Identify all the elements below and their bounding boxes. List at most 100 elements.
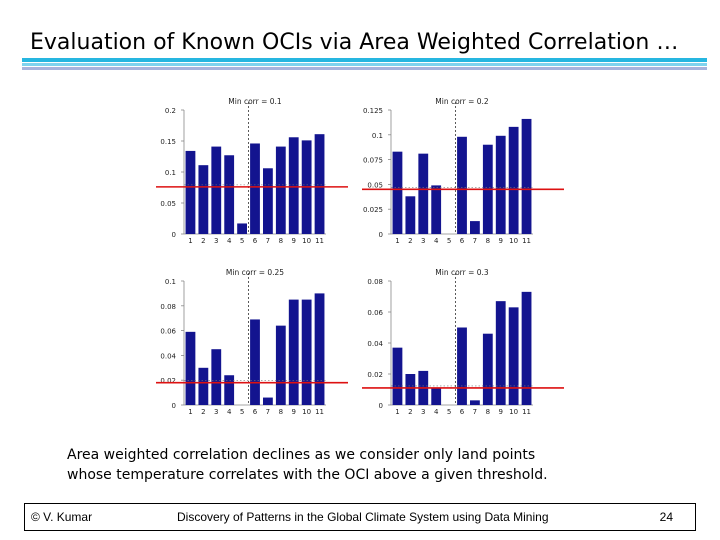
- chart-title: Min corr = 0.1: [228, 97, 282, 106]
- y-tick-label: 0.1: [165, 169, 176, 177]
- bar: [250, 143, 260, 234]
- x-tick-label: 7: [266, 408, 270, 416]
- bar: [211, 146, 222, 234]
- y-tick-label: 0: [379, 402, 383, 410]
- bar: [431, 185, 442, 234]
- bar: [314, 293, 325, 405]
- y-tick-label: 0.025: [363, 206, 383, 214]
- bar: [405, 374, 416, 405]
- x-tick-label: 9: [291, 408, 295, 416]
- x-tick-label: 5: [240, 408, 244, 416]
- x-tick-label: 1: [395, 237, 399, 245]
- y-tick-label: 0.075: [363, 157, 383, 165]
- bar: [237, 223, 247, 234]
- y-tick-label: 0.06: [367, 309, 383, 317]
- x-tick-label: 4: [227, 408, 232, 416]
- x-tick-label: 4: [227, 237, 232, 245]
- x-tick-label: 7: [473, 237, 477, 245]
- y-tick-label: 0.04: [160, 352, 176, 360]
- bar: [482, 333, 493, 405]
- x-tick-label: 9: [498, 408, 502, 416]
- x-tick-label: 5: [447, 408, 451, 416]
- caption: Area weighted correlation declines as we…: [67, 445, 627, 485]
- x-tick-label: 7: [473, 408, 477, 416]
- x-tick-label: 6: [253, 408, 258, 416]
- bar: [418, 153, 429, 234]
- chart-title: Min corr = 0.25: [226, 268, 284, 277]
- x-tick-label: 11: [522, 408, 531, 416]
- y-tick-label: 0.08: [367, 278, 383, 286]
- bar: [211, 349, 222, 405]
- bar: [470, 400, 480, 405]
- x-tick-label: 5: [240, 237, 244, 245]
- x-tick-label: 9: [498, 237, 502, 245]
- title-rule-cyan: [22, 58, 707, 62]
- x-tick-label: 5: [447, 237, 451, 245]
- y-tick-label: 0.15: [160, 138, 176, 146]
- chart-title: Min corr = 0.3: [435, 268, 489, 277]
- bar: [521, 291, 532, 405]
- x-tick-label: 10: [302, 237, 311, 245]
- x-tick-label: 3: [214, 237, 218, 245]
- y-tick-label: 0.02: [367, 371, 383, 379]
- bar: [224, 375, 235, 405]
- x-tick-label: 2: [408, 237, 412, 245]
- slide-title: Evaluation of Known OCIs via Area Weight…: [30, 30, 679, 55]
- y-tick-label: 0.06: [160, 328, 176, 336]
- bar: [392, 151, 403, 234]
- bar: [263, 397, 273, 405]
- bar: [224, 155, 235, 234]
- bar: [508, 307, 519, 405]
- bar: [198, 367, 209, 405]
- bar: [495, 135, 506, 234]
- y-tick-label: 0.05: [367, 181, 383, 189]
- footer-course: Discovery of Patterns in the Global Clim…: [177, 510, 549, 524]
- bar: [275, 325, 286, 405]
- bar: [275, 146, 286, 234]
- y-tick-label: 0.08: [160, 303, 176, 311]
- bar: [431, 387, 442, 405]
- x-tick-label: 1: [188, 408, 192, 416]
- bar: [314, 134, 325, 234]
- y-tick-label: 0.2: [165, 107, 176, 115]
- y-tick-label: 0: [172, 231, 176, 239]
- caption-line-1: Area weighted correlation declines as we…: [67, 447, 536, 463]
- x-tick-label: 4: [434, 237, 439, 245]
- y-tick-label: 0: [379, 231, 383, 239]
- caption-line-2: whose temperature correlates with the OC…: [67, 467, 548, 483]
- x-tick-label: 1: [395, 408, 399, 416]
- bar: [508, 126, 519, 234]
- chart-title: Min corr = 0.2: [435, 97, 489, 106]
- x-tick-label: 10: [509, 237, 518, 245]
- x-tick-label: 8: [486, 237, 490, 245]
- bar: [263, 168, 273, 234]
- x-tick-label: 6: [253, 237, 258, 245]
- x-tick-label: 11: [315, 408, 324, 416]
- x-tick-label: 8: [486, 408, 490, 416]
- bar: [198, 165, 209, 234]
- bar: [457, 327, 467, 405]
- x-tick-label: 6: [460, 408, 465, 416]
- x-tick-label: 2: [201, 408, 205, 416]
- x-tick-label: 4: [434, 408, 439, 416]
- x-tick-label: 9: [291, 237, 295, 245]
- bar: [301, 299, 312, 405]
- bar: [457, 136, 467, 234]
- y-tick-label: 0.04: [367, 340, 383, 348]
- bar: [405, 196, 416, 234]
- y-tick-label: 0.125: [363, 107, 383, 115]
- bar: [185, 150, 196, 234]
- footer: © V. Kumar Discovery of Patterns in the …: [24, 503, 696, 531]
- x-tick-label: 8: [279, 408, 283, 416]
- x-tick-label: 3: [421, 408, 425, 416]
- bar: [470, 221, 480, 234]
- y-tick-label: 0.02: [160, 377, 176, 385]
- x-tick-label: 3: [214, 408, 218, 416]
- x-tick-label: 7: [266, 237, 270, 245]
- y-tick-label: 0.1: [372, 132, 383, 140]
